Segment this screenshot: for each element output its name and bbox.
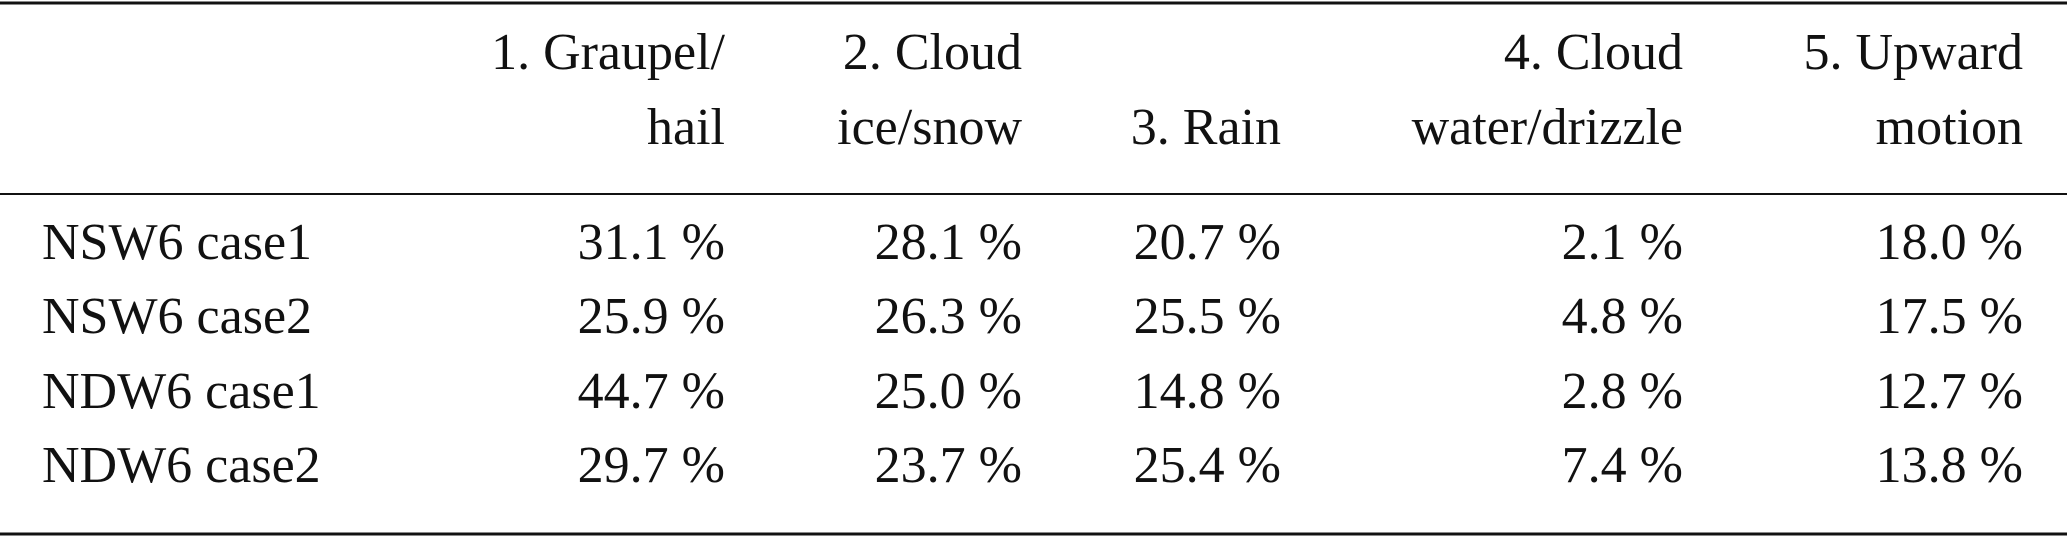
cell: 18.0 % — [1876, 214, 2023, 271]
cell: 12.7 % — [1876, 363, 2023, 420]
column-header: 1. Graupel/ — [491, 24, 725, 81]
cell: 13.8 % — [1876, 437, 2023, 494]
cell: 20.7 % — [1134, 214, 1281, 271]
cell: 23.7 % — [875, 437, 1022, 494]
row-label: NDW6 case2 — [42, 437, 321, 494]
column-header: 2. Cloud — [843, 24, 1022, 81]
column-header: 3. Rain — [1131, 99, 1281, 156]
cell: 28.1 % — [875, 214, 1022, 271]
cell: 25.0 % — [875, 363, 1022, 420]
cell: 26.3 % — [875, 288, 1022, 345]
column-header: motion — [1876, 99, 2023, 156]
column-header: water/drizzle — [1412, 99, 1683, 156]
cell: 44.7 % — [578, 363, 725, 420]
column-header: 5. Upward — [1803, 24, 2023, 81]
cell: 25.4 % — [1134, 437, 1281, 494]
cell: 25.5 % — [1134, 288, 1281, 345]
column-header: 4. Cloud — [1504, 24, 1683, 81]
cell: 2.8 % — [1562, 363, 1683, 420]
column-header: hail — [647, 99, 725, 156]
cell: 25.9 % — [578, 288, 725, 345]
cell: 7.4 % — [1562, 437, 1683, 494]
cell: 17.5 % — [1876, 288, 2023, 345]
cell: 29.7 % — [578, 437, 725, 494]
row-label: NSW6 case2 — [42, 288, 312, 345]
cell: 31.1 % — [578, 214, 725, 271]
row-label: NSW6 case1 — [42, 214, 312, 271]
cell: 4.8 % — [1562, 288, 1683, 345]
row-label: NDW6 case1 — [42, 363, 321, 420]
cell: 14.8 % — [1134, 363, 1281, 420]
cell: 2.1 % — [1562, 214, 1683, 271]
column-header: ice/snow — [837, 99, 1022, 156]
